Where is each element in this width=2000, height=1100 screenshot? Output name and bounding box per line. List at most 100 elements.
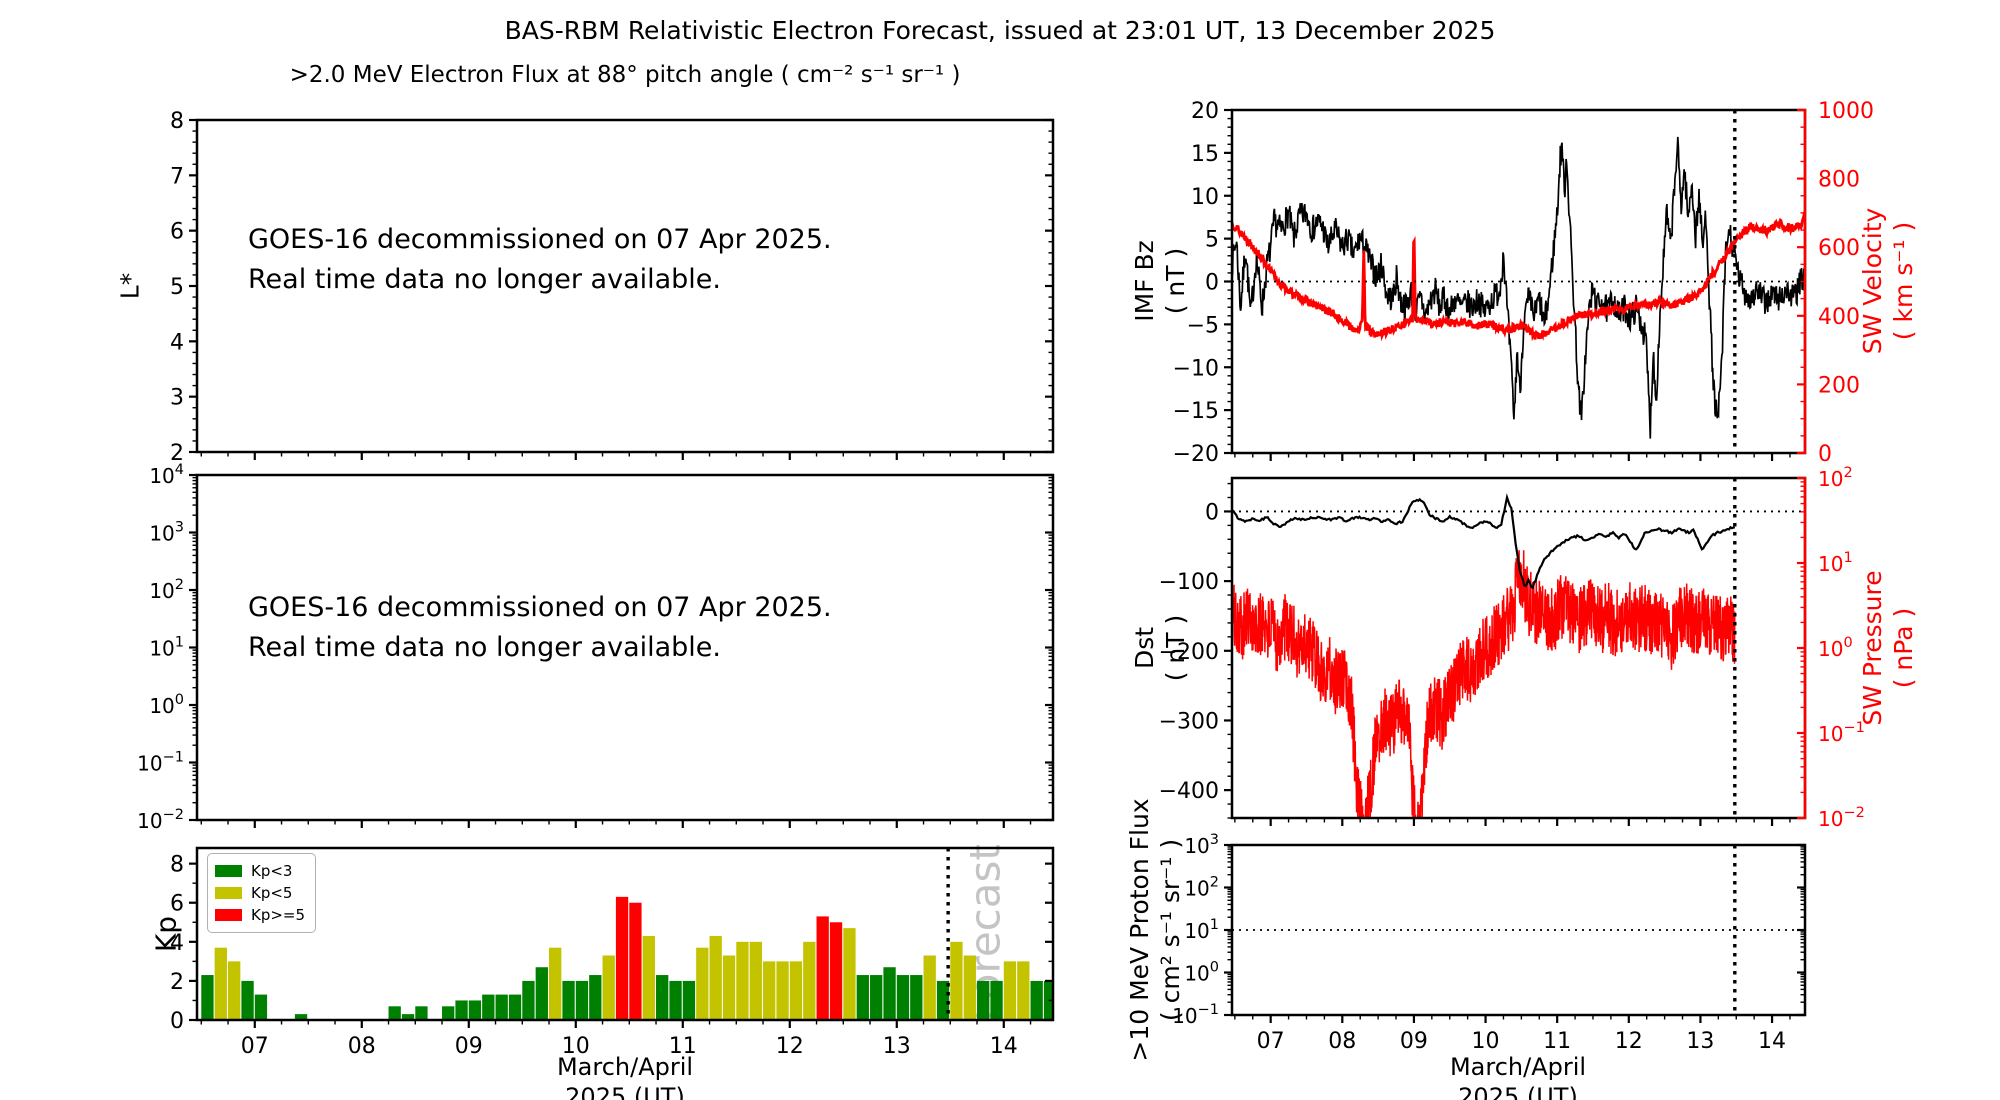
tick-label: 800 bbox=[1818, 168, 1860, 193]
tick-label: −300 bbox=[1159, 709, 1219, 734]
sw-pressure-line bbox=[1232, 550, 1736, 818]
sw-velocity-axis-label-line2: ( km s⁻¹ ) bbox=[1889, 221, 1918, 341]
kp-legend-item-low: Kp<3 bbox=[215, 860, 305, 882]
kp-bar bbox=[629, 902, 642, 1020]
kp-bar bbox=[575, 980, 589, 1020]
tick-label: 10 bbox=[562, 1034, 590, 1059]
goes-annotation-line1: GOES-16 decommissioned on 07 Apr 2025. bbox=[248, 592, 832, 623]
kp-bar bbox=[856, 975, 869, 1020]
sw-pressure-axis-label: SW Pressure ( nPa ) bbox=[1857, 570, 1919, 725]
tick-label: 100 bbox=[1818, 635, 1853, 661]
tick-label: 5 bbox=[170, 275, 184, 300]
xaxis-label-left-line2: 2025 (UT) bbox=[565, 1083, 685, 1100]
kp-bar bbox=[896, 975, 910, 1020]
tick-label: 11 bbox=[1543, 1029, 1571, 1054]
tick-label: 6 bbox=[170, 220, 184, 245]
tick-label: 102 bbox=[1818, 465, 1853, 491]
sw-pressure-axis-label-line2: ( nPa ) bbox=[1889, 607, 1918, 689]
tick-label: 13 bbox=[883, 1034, 911, 1059]
tick-label: 0 bbox=[1205, 500, 1219, 525]
kp-bar bbox=[495, 994, 508, 1020]
kp-data-layer bbox=[201, 896, 1053, 1020]
kp-bar bbox=[482, 994, 495, 1020]
kp-bar bbox=[990, 980, 1003, 1020]
kp-bar bbox=[401, 1014, 415, 1020]
kp-bar bbox=[682, 980, 696, 1020]
tick-label: 09 bbox=[455, 1034, 483, 1059]
tick-label: 10−2 bbox=[137, 807, 184, 833]
kp-bar bbox=[508, 994, 522, 1020]
tick-label: −20 bbox=[1173, 442, 1219, 467]
kp-bar bbox=[843, 928, 856, 1020]
tick-label: 2 bbox=[170, 441, 184, 466]
kp-bar bbox=[696, 947, 709, 1020]
tick-label: 102 bbox=[149, 577, 184, 603]
tick-label: 102 bbox=[1184, 875, 1219, 901]
tick-label: −100 bbox=[1159, 570, 1219, 595]
tick-label: 13 bbox=[1686, 1029, 1714, 1054]
tick-label: 4 bbox=[170, 931, 184, 956]
tick-label: 14 bbox=[1758, 1029, 1786, 1054]
tick-label: 0 bbox=[1818, 442, 1832, 467]
kp-bar bbox=[977, 980, 990, 1020]
tick-label: 1000 bbox=[1818, 99, 1874, 124]
figure-title: BAS-RBM Relativistic Electron Forecast, … bbox=[504, 16, 1496, 45]
tick-label: 100 bbox=[1184, 960, 1219, 986]
tick-label: 600 bbox=[1818, 236, 1860, 261]
kp-bar bbox=[241, 980, 254, 1020]
bz-data-layer bbox=[1232, 136, 1805, 439]
tick-label: 07 bbox=[241, 1034, 269, 1059]
kp-bar bbox=[442, 1006, 455, 1020]
kp-bar bbox=[736, 941, 749, 1020]
tick-label: −5 bbox=[1187, 313, 1219, 338]
tick-label: 10−1 bbox=[1172, 1002, 1219, 1028]
kp-bar bbox=[1017, 961, 1030, 1020]
sw-velocity-line bbox=[1232, 210, 1805, 342]
tick-label: 103 bbox=[1184, 832, 1219, 858]
xaxis-label-left: March/April 2025 (UT) bbox=[557, 1052, 693, 1100]
tick-label: 104 bbox=[149, 462, 184, 488]
tick-label: 15 bbox=[1191, 142, 1219, 167]
kp-spines bbox=[195, 846, 1055, 1022]
tick-label: 8 bbox=[170, 853, 184, 878]
tick-label: 10−2 bbox=[1818, 805, 1865, 831]
tick-label: 5 bbox=[1205, 228, 1219, 253]
dst-data-layer bbox=[1232, 493, 1736, 818]
kp-bar bbox=[201, 975, 214, 1020]
xaxis-label-right-line1: March/April bbox=[1449, 1053, 1587, 1081]
tick-label: 07 bbox=[1257, 1029, 1285, 1054]
kp-legend: Kp<3 Kp<5 Kp>=5 bbox=[207, 853, 317, 933]
kp-low-swatch bbox=[215, 865, 242, 877]
tick-label: 08 bbox=[348, 1034, 376, 1059]
tick-label: 200 bbox=[1818, 373, 1860, 398]
kp-bar bbox=[549, 947, 562, 1020]
tick-label: 10−1 bbox=[1818, 720, 1865, 746]
tick-label: 14 bbox=[990, 1034, 1018, 1059]
kp-bar bbox=[763, 961, 776, 1020]
kp-mid-swatch bbox=[215, 887, 242, 899]
kp-bar bbox=[950, 941, 963, 1020]
imf-bz-axis-label: IMF Bz ( nT ) bbox=[1129, 240, 1191, 322]
proton-flux-axis-label-line2: ( cm² s⁻¹ sr⁻¹ ) bbox=[1156, 838, 1185, 1022]
tick-label: 400 bbox=[1818, 305, 1860, 330]
dst-index-line bbox=[1232, 493, 1736, 590]
kp-bar bbox=[294, 1014, 308, 1020]
goes-annotation-line2: Real time data no longer available. bbox=[248, 264, 722, 295]
kp-bar bbox=[602, 955, 615, 1020]
tick-label: 100 bbox=[149, 692, 184, 718]
tick-label: 10 bbox=[1191, 185, 1219, 210]
proton-flux-axis-label-line1: >10 MeV Proton Flux bbox=[1125, 798, 1154, 1062]
kp-high-swatch bbox=[215, 909, 242, 921]
tick-label: 7 bbox=[170, 164, 184, 189]
kp-bar bbox=[535, 967, 548, 1020]
xaxis-label-left-line1: March/April bbox=[556, 1053, 694, 1081]
kp-bar bbox=[936, 980, 950, 1020]
kp-axis-label: Kp bbox=[149, 915, 183, 953]
kp-bar bbox=[656, 975, 669, 1020]
xaxis-label-right: March/April 2025 (UT) bbox=[1450, 1052, 1586, 1100]
tick-label: 101 bbox=[1184, 917, 1219, 943]
tick-label: −15 bbox=[1173, 399, 1219, 424]
imf-bz-line bbox=[1232, 136, 1805, 439]
